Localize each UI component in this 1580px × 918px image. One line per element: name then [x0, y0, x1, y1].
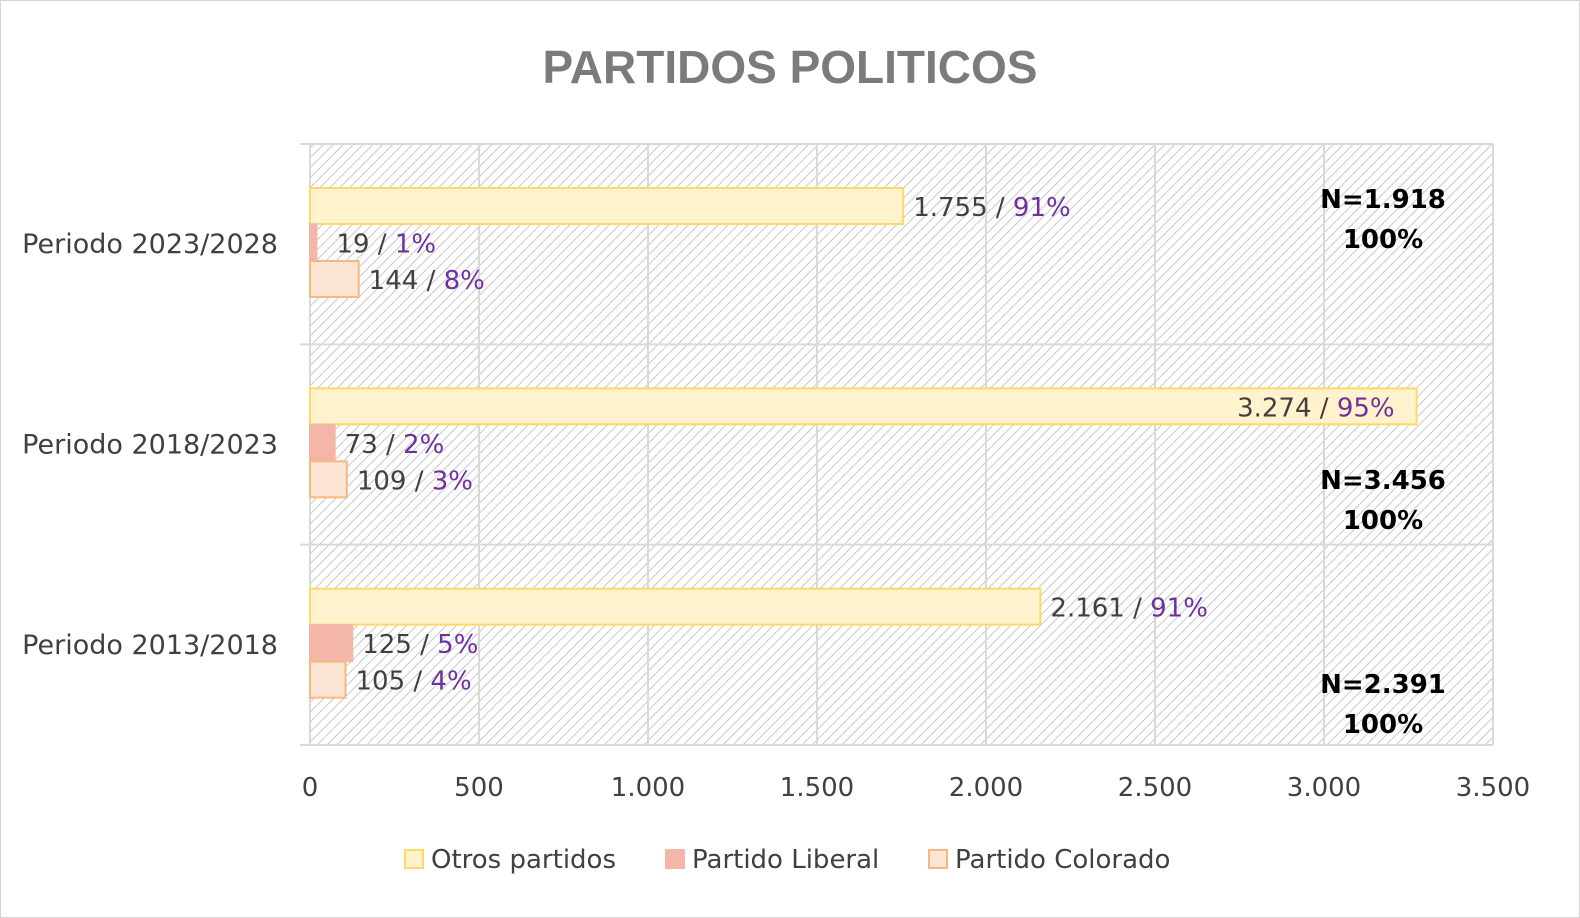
- total-n-2: N=2.391: [1320, 670, 1446, 700]
- total-pct-1: 100%: [1343, 506, 1423, 536]
- data-label-0-0: 1.755 / 91%: [913, 193, 1071, 223]
- data-label-2-1: 125 / 5%: [362, 630, 478, 660]
- x-tick-label-7: 3.500: [1456, 773, 1530, 803]
- legend-swatch-2: [928, 849, 948, 869]
- bar-1-0: [309, 387, 1418, 426]
- total-n-1: N=3.456: [1320, 466, 1446, 496]
- total-labels: N=1.918 100% N=3.456 100% N=2.391 100%: [1320, 185, 1446, 740]
- total-n-0: N=1.918: [1320, 185, 1446, 215]
- bar-1-1: [309, 423, 336, 462]
- plot-area: [310, 144, 1493, 745]
- category-label-0: Periodo 2023/2028: [22, 229, 278, 260]
- data-label-1-1: 73 / 2%: [345, 430, 445, 460]
- legend: Otros partidos Partido Liberal Partido Col…: [404, 845, 1170, 875]
- data-label-0-1: 19 / 1%: [336, 230, 436, 260]
- bar-2-1: [309, 624, 354, 663]
- bar-2-2: [309, 660, 347, 699]
- legend-swatch-0: [404, 849, 424, 869]
- x-axis-ticks: 0 500 1.000 1.500 2.000 2.500 3.000 3.500: [302, 773, 1530, 803]
- legend-label-1: Partido Liberal: [692, 845, 879, 875]
- category-label-2: Periodo 2013/2018: [22, 630, 278, 661]
- bar-0-1: [309, 223, 318, 262]
- legend-label-0: Otros partidos: [431, 845, 616, 875]
- legend-label-2: Partido Colorado: [955, 845, 1170, 875]
- bar-1-2: [309, 460, 348, 499]
- x-tick-label-5: 2.500: [1118, 773, 1192, 803]
- category-labels: Periodo 2023/2028 Periodo 2018/2023 Period…: [22, 229, 278, 661]
- x-tick-label-2: 1.000: [611, 773, 685, 803]
- category-label-1: Periodo 2018/2023: [22, 430, 278, 461]
- data-label-0-2: 144 / 8%: [369, 266, 485, 296]
- bar-0-0: [309, 187, 905, 225]
- bar-2-0: [309, 587, 1042, 626]
- data-labels: 1.755 / 91% 19 / 1% 144 / 8% 3.274 / 95% 73 …: [336, 193, 1394, 697]
- data-label-1-0: 3.274 / 95%: [1237, 393, 1395, 423]
- x-tick-label-3: 1.500: [780, 773, 854, 803]
- total-pct-2: 100%: [1343, 710, 1423, 740]
- x-tick-label-6: 3.000: [1287, 773, 1361, 803]
- data-label-2-2: 105 / 4%: [355, 667, 471, 697]
- data-label-1-2: 109 / 3%: [357, 466, 473, 496]
- chart-title: PARTIDOS POLITICOS: [543, 41, 1038, 93]
- x-tick-label-1: 500: [454, 773, 504, 803]
- bars: [309, 187, 1418, 699]
- x-tick-label-4: 2.000: [949, 773, 1023, 803]
- data-label-2-0: 2.161 / 91%: [1050, 594, 1208, 624]
- legend-swatch-1: [665, 849, 685, 869]
- x-tick-label-0: 0: [302, 773, 319, 803]
- bar-0-2: [309, 260, 360, 298]
- total-pct-0: 100%: [1343, 225, 1423, 255]
